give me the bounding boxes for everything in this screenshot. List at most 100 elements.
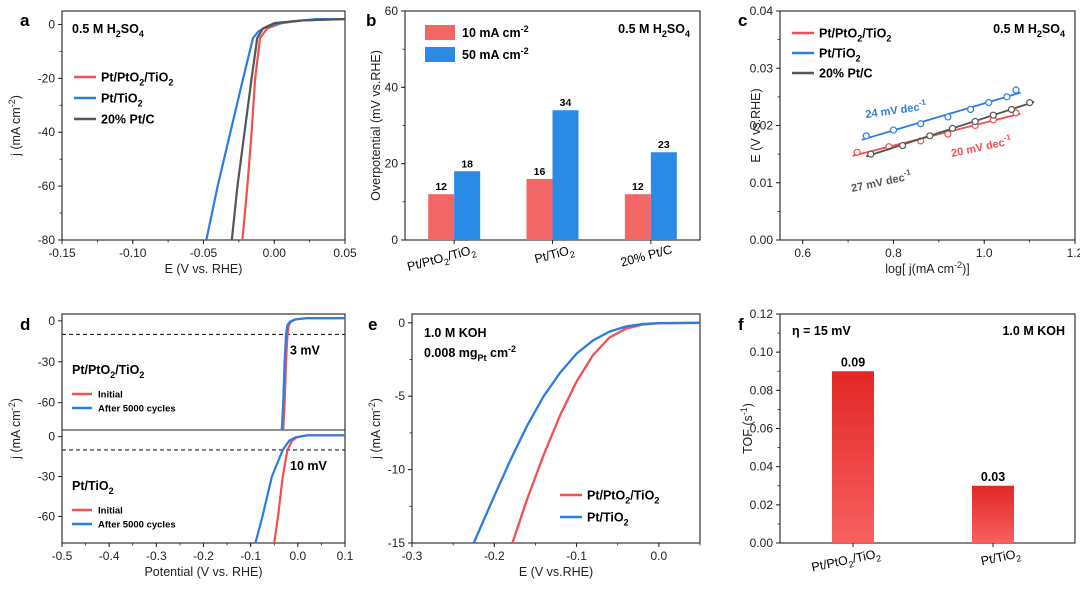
legend-swatch [425,25,455,40]
legend-item-label: Pt/TiO2 [101,92,143,109]
panel-letter-c: c [738,11,747,30]
catalyst-label: Pt/PtO2/TiO2 [72,363,144,380]
data-point [971,117,979,126]
y-tick-label: 0 [48,17,55,31]
legend-item-label: Pt/TiO2 [819,47,861,64]
x-tick-label: -0.1 [240,549,261,563]
y-tick-label: 20 [385,157,399,171]
delta-label: 10 mV [290,459,327,473]
x-tick-label: 0.8 [885,246,902,260]
y-tick-label: 0 [48,430,55,444]
panel-d: d -0.5 -0.4 -0.3 -0.2 -0.1 0.0 0.1 Potential (V … [7,313,354,579]
x-tick-label: 0.1 [337,549,354,563]
y-tick-label: 0.00 [750,233,774,247]
bar-value-label: 0.09 [841,355,865,369]
x-tick-label: -0.3 [146,549,167,563]
bar [650,152,677,240]
plot-frame [779,10,1076,241]
legend-label: Initial [98,506,123,517]
x-tick-label: -0.10 [119,246,147,260]
data-point [1007,105,1016,114]
bar [832,371,874,543]
bar [972,485,1014,543]
delta-label: 3 mV [290,343,321,357]
overpotential-annotation: η = 15 mV [792,324,851,338]
x-tick-label: 0.6 [794,246,811,260]
x-tick-label: -0.05 [190,246,218,260]
bar [428,194,455,240]
y-tick-label: 40 [385,80,399,94]
x-axis-label: Potential (V vs. RHE) [144,565,262,579]
panel-f: f 0.00 0.02 0.04 0.06 0.08 0.10 0.12 TOF (s-1) η … [738,307,1076,577]
annotation: 1.0 M KOH [1002,324,1065,338]
y-tick-label: 0.10 [750,345,774,359]
x-tick-label: -0.3 [402,549,423,563]
x-tick-label: 0.05 [333,246,357,260]
y-tick-label: -60 [38,509,56,523]
series-line [241,17,346,241]
x-tick-label: 1.2 [1067,246,1080,260]
category-label: Pt/PtO2/TiO2 [810,546,882,577]
plot-frame [779,313,1076,544]
legend-label: After 5000 cycles [98,520,176,531]
bar-value-label: 0.03 [981,470,1005,484]
panel-letter-e: e [368,315,377,334]
bar-value-label: 23 [658,139,670,151]
legend-item-label: Pt/PtO2/TiO2 [101,71,173,88]
series-line [472,321,701,544]
data-point [867,150,875,158]
y-axis-label: j (mA cm-2) [7,95,23,157]
y-tick-label: 0.04 [750,4,774,18]
series-line [254,434,345,544]
slope-label: 20 mV dec-1 [950,132,1014,160]
bar [552,110,579,240]
panel-c: c 0.6 0.8 1.0 1.2 0.00 0.01 0.02 0.03 0.04 log[ j(… [738,4,1080,276]
legend-label: 10 mA cm-2 [462,24,529,40]
y-tick-label: 60 [385,4,399,18]
x-tick-label: -0.1 [566,549,587,563]
y-tick-label: 0 [48,314,55,328]
category-label: Pt/PtO2/TiO2 [406,242,478,277]
annotation: 0.5 M H2SO4 [993,22,1065,39]
y-tick-label: 0.12 [750,307,774,321]
bar-value-label: 12 [632,181,644,193]
y-axis-label: Overpotential (mV vs.RHE) [369,50,383,201]
series-line [280,316,345,431]
data-point [862,132,870,140]
x-axis-label: log[ j(mA cm-2)] [885,260,969,276]
bar-value-label: 12 [435,181,447,193]
x-axis-label: E (V vs.RHE) [519,565,593,579]
panel-letter-b: b [366,11,376,30]
x-tick-label: -0.4 [99,549,120,563]
y-tick-label: -15 [388,536,406,550]
y-tick-label: -80 [38,233,56,247]
x-tick-label: -0.2 [193,549,214,563]
data-point [1012,86,1020,94]
y-axis-label: TOF (s-1) [739,403,755,454]
slope-label: 27 mV dec-1 [850,167,914,195]
legend-label: After 5000 cycles [98,404,176,415]
x-axis-label: E (V vs. RHE) [165,262,243,276]
annotation: 0.5 M H2SO4 [72,22,144,39]
x-tick-label: 0.0 [289,549,306,563]
y-axis-label: j (mA cm-2) [367,398,383,460]
y-tick-label: 0 [391,233,398,247]
data-point [1003,93,1011,101]
category-label: Pt/TiO2 [533,242,576,269]
y-tick-label: 0 [398,316,405,330]
legend-item-label: Pt/PtO2/TiO2 [587,489,659,506]
legend-item-label: 20% Pt/C [101,113,155,127]
legend-item-label: 20% Pt/C [819,67,873,81]
annotation: 1.0 M KOH [424,326,487,340]
data-point [944,130,952,138]
fit-line [861,91,1021,141]
y-axis-label: E (V vs.RHE) [749,88,763,162]
slope-label: 24 mV dec-1 [864,97,928,120]
y-tick-label: -5 [394,389,405,403]
bar-value-label: 18 [461,158,473,170]
x-tick-label: -0.5 [52,549,73,563]
data-point [967,105,975,114]
series-line [205,17,345,241]
data-point [948,124,957,132]
data-point [898,141,907,150]
